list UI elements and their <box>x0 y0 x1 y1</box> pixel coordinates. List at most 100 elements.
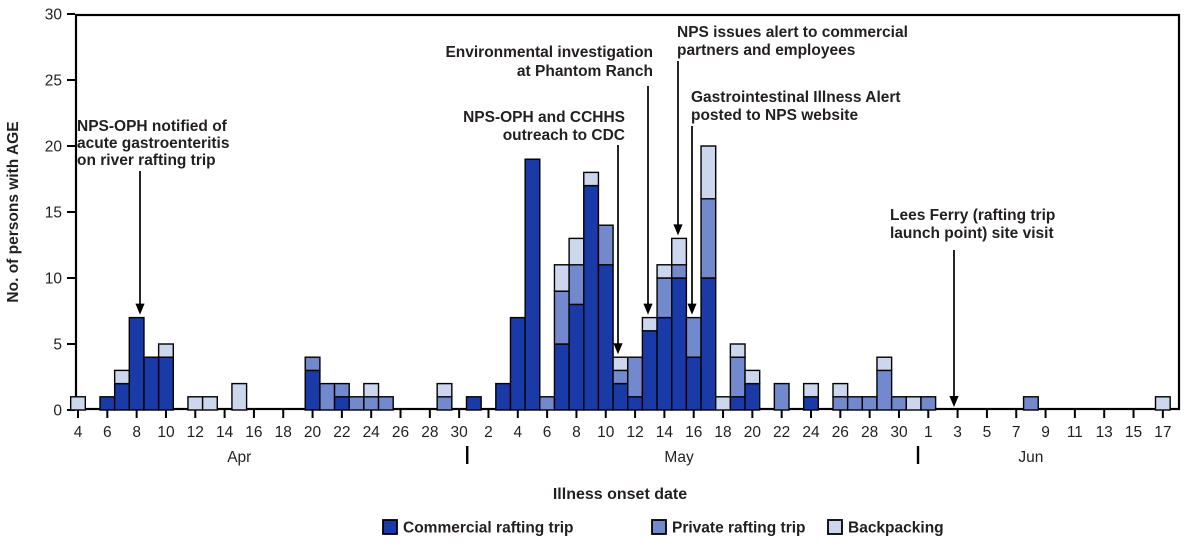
annotations: NPS-OPH notified of acute gastroenteritis… <box>77 24 1055 407</box>
bar-segment-commercial <box>641 330 658 411</box>
annotation-nps-issues-alert: NPS issues alert to commercial partners a… <box>673 24 908 236</box>
x-tick-label: 8 <box>132 424 141 441</box>
y-tick-label: 5 <box>53 337 62 354</box>
x-tick-label: 22 <box>333 424 350 441</box>
x-tick-label: 5 <box>983 424 992 441</box>
x-tick-label: 10 <box>157 424 175 441</box>
bar-segment-private <box>363 396 380 411</box>
bar-apr-25 <box>377 396 394 411</box>
bar-segment-commercial <box>671 277 688 411</box>
x-tick-label: 12 <box>626 424 643 441</box>
x-tick-label: 20 <box>304 424 322 441</box>
bar-segment-backpacking <box>671 237 688 266</box>
y-tick-label: 15 <box>45 205 62 222</box>
x-tick-label: 11 <box>1067 424 1083 441</box>
bar-may-5 <box>524 158 541 411</box>
bar-segment-private <box>539 396 556 411</box>
bar-may-9 <box>583 171 600 411</box>
bar-segment-private <box>348 396 365 411</box>
bar-apr-22 <box>333 382 350 411</box>
bar-segment-private <box>685 316 702 358</box>
bar-apr-20 <box>304 356 321 411</box>
bar-segment-private <box>846 396 864 411</box>
x-tick-label: 16 <box>685 424 702 441</box>
bar-segment-private <box>671 264 688 279</box>
bar-apr-7 <box>113 369 131 411</box>
bar-segment-private <box>304 356 321 372</box>
bar-segment-commercial <box>744 382 761 411</box>
annotation-arrowhead <box>135 303 145 315</box>
bar-may-20 <box>744 369 761 411</box>
bar-apr-12 <box>187 396 204 411</box>
bar-segment-commercial <box>627 396 644 411</box>
bar-segment-private <box>920 396 937 411</box>
y-axis: 0 5 10 15 20 25 30 No. of persons with AGE <box>5 7 75 420</box>
bar-may-14 <box>656 264 673 411</box>
bar-segment-commercial <box>802 396 820 411</box>
bar-segment-backpacking <box>69 396 87 411</box>
bar-apr-13 <box>201 396 218 411</box>
bar-may-29 <box>876 356 893 411</box>
bar-segment-backpacking <box>363 382 380 398</box>
bar-segment-commercial <box>729 396 746 411</box>
bar-may-3 <box>495 382 512 411</box>
bar-jun-1 <box>920 396 937 411</box>
bar-may-13 <box>641 316 658 411</box>
bars <box>69 145 1171 411</box>
bar-segment-private <box>656 277 673 319</box>
bar-segment-backpacking <box>612 356 629 372</box>
bar-segment-private <box>377 396 394 411</box>
x-tick-label: 13 <box>1096 424 1113 441</box>
x-tick-label: 30 <box>890 424 908 441</box>
x-tick-label: 17 <box>1154 424 1171 441</box>
bar-segment-commercial <box>583 184 600 411</box>
bar-segment-private <box>729 356 746 398</box>
bar-may-26 <box>832 382 849 411</box>
bar-may-24 <box>802 382 820 411</box>
bar-may-8 <box>568 237 585 411</box>
x-tick-label: 18 <box>714 424 731 441</box>
bar-segment-backpacking <box>201 396 218 411</box>
x-tick-label: 6 <box>543 424 552 441</box>
legend-item-backpacking: Backpacking <box>827 519 944 537</box>
bar-jun-8 <box>1022 396 1039 411</box>
x-tick-label: 2 <box>484 424 493 441</box>
bar-segment-private <box>773 382 790 411</box>
annotation-arrowhead <box>673 224 683 236</box>
bar-apr-6 <box>99 396 116 411</box>
bar-may-10 <box>597 224 614 411</box>
bar-segment-backpacking <box>231 382 248 411</box>
bar-may-28 <box>861 396 878 411</box>
annotation-text: Environmental investigation at Phantom Ra… <box>445 44 653 80</box>
bar-may-18 <box>715 396 732 411</box>
bar-segment-private <box>700 198 717 279</box>
x-tick-label: 24 <box>363 424 381 441</box>
bar-segment-commercial <box>509 316 526 411</box>
bar-apr-23 <box>348 396 365 411</box>
legend-label-commercial: Commercial rafting trip <box>403 520 574 537</box>
bar-may-11 <box>612 356 629 411</box>
bar-segment-private <box>876 369 893 411</box>
bar-segment-backpacking <box>187 396 204 411</box>
bar-segment-backpacking <box>802 382 820 398</box>
annotation-arrowhead <box>687 303 697 315</box>
annotation-arrowhead <box>613 343 623 355</box>
month-label-may: May <box>664 449 694 466</box>
bar-segment-backpacking <box>905 396 922 411</box>
bar-segment-commercial <box>553 343 570 411</box>
annotation-arrowhead <box>949 396 959 407</box>
annotation-environmental-investigation: Environmental investigation at Phantom Ra… <box>445 44 653 315</box>
legend-label-private: Private rafting trip <box>672 520 806 537</box>
bar-segment-private <box>436 396 453 411</box>
bar-segment-commercial <box>304 369 321 411</box>
annotation-text: Lees Ferry (rafting trip launch point) si… <box>890 207 1055 242</box>
x-tick-label: 3 <box>953 424 962 441</box>
x-tick-label: 18 <box>275 424 292 441</box>
bar-segment-private <box>627 356 644 398</box>
bar-segment-commercial <box>612 382 629 411</box>
x-tick-label: 30 <box>451 424 469 441</box>
y-tick-label: 20 <box>45 139 63 156</box>
x-axis-title: Illness onset date <box>553 486 687 503</box>
